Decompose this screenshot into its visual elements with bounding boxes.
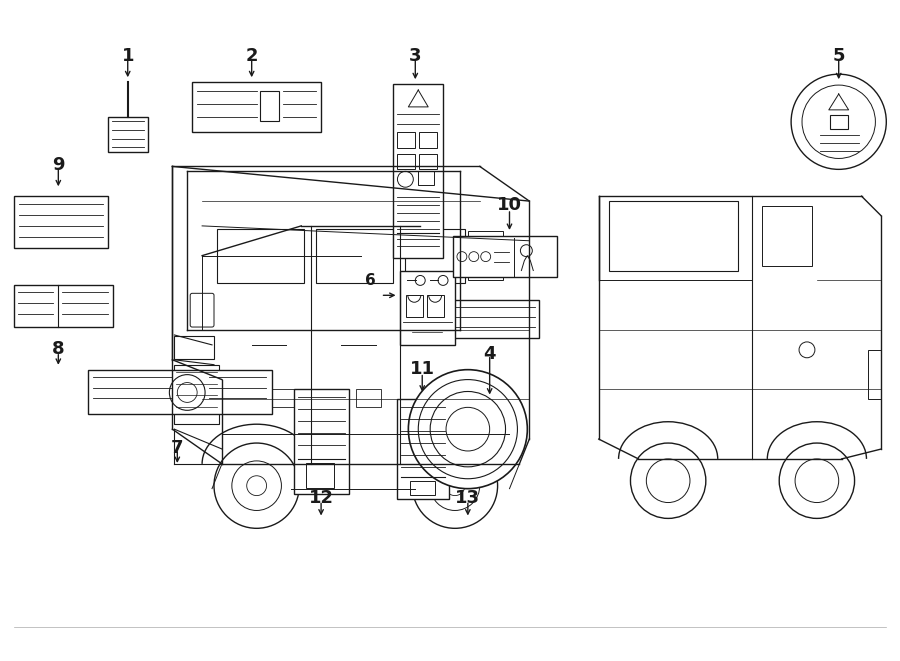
- Circle shape: [415, 276, 425, 286]
- Circle shape: [232, 461, 282, 510]
- Bar: [306, 463, 334, 488]
- Text: 10: 10: [497, 196, 522, 214]
- Text: 7: 7: [171, 439, 184, 457]
- Circle shape: [169, 375, 205, 410]
- Bar: [108, 117, 148, 151]
- Text: 12: 12: [309, 488, 334, 507]
- Circle shape: [438, 276, 448, 286]
- Bar: [14, 286, 112, 327]
- Bar: [356, 389, 381, 407]
- Bar: [410, 481, 435, 494]
- Circle shape: [457, 252, 467, 262]
- Bar: [830, 115, 848, 129]
- Circle shape: [446, 407, 490, 451]
- Text: 9: 9: [52, 157, 65, 175]
- Circle shape: [481, 252, 491, 262]
- Circle shape: [520, 245, 532, 256]
- Circle shape: [779, 443, 855, 518]
- Text: 4: 4: [483, 345, 496, 363]
- Text: 5: 5: [832, 48, 845, 65]
- Bar: [418, 171, 434, 185]
- Bar: [14, 196, 108, 248]
- Circle shape: [409, 369, 527, 488]
- Bar: [468, 231, 502, 280]
- Bar: [217, 229, 304, 284]
- Bar: [398, 132, 415, 147]
- Circle shape: [802, 85, 876, 159]
- FancyBboxPatch shape: [190, 293, 214, 327]
- Bar: [868, 350, 881, 399]
- Circle shape: [418, 379, 518, 479]
- Circle shape: [398, 171, 413, 187]
- Text: 1: 1: [122, 48, 134, 65]
- Circle shape: [247, 476, 266, 496]
- Circle shape: [791, 74, 886, 169]
- Bar: [175, 365, 219, 424]
- Circle shape: [799, 342, 815, 358]
- Circle shape: [214, 443, 300, 528]
- Bar: [407, 295, 423, 317]
- Circle shape: [646, 459, 690, 502]
- Bar: [419, 132, 437, 147]
- Circle shape: [469, 252, 479, 262]
- Bar: [450, 300, 539, 338]
- Bar: [316, 229, 393, 284]
- Circle shape: [430, 391, 506, 467]
- Bar: [398, 153, 415, 169]
- Circle shape: [430, 461, 480, 510]
- Bar: [405, 229, 465, 284]
- Bar: [294, 389, 349, 494]
- Bar: [400, 270, 455, 345]
- Circle shape: [445, 476, 465, 496]
- Bar: [608, 201, 738, 270]
- Text: 13: 13: [455, 488, 481, 507]
- Text: 3: 3: [409, 48, 421, 65]
- Text: 2: 2: [246, 48, 258, 65]
- Circle shape: [412, 443, 498, 528]
- Bar: [175, 336, 214, 359]
- Bar: [259, 91, 279, 121]
- Bar: [762, 206, 812, 266]
- Text: 8: 8: [52, 340, 65, 358]
- Text: 6: 6: [364, 273, 375, 288]
- Bar: [419, 153, 437, 169]
- Circle shape: [177, 383, 197, 403]
- Circle shape: [631, 443, 706, 518]
- Bar: [88, 369, 272, 414]
- Bar: [272, 389, 296, 407]
- Text: 11: 11: [410, 360, 435, 377]
- Bar: [193, 82, 321, 132]
- Bar: [428, 295, 444, 317]
- Bar: [393, 84, 443, 258]
- Bar: [398, 399, 449, 498]
- Bar: [453, 236, 557, 278]
- Circle shape: [795, 459, 839, 502]
